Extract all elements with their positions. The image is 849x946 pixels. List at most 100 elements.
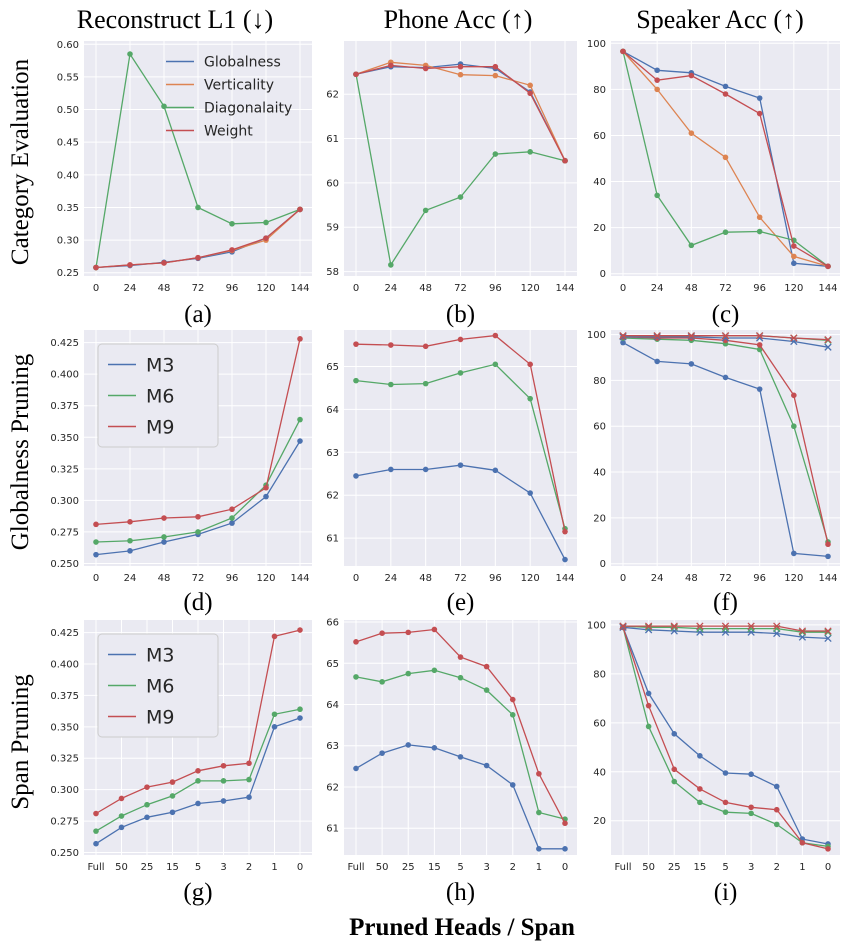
data-point: [688, 242, 695, 249]
data-point: [756, 342, 763, 348]
data-point: [825, 553, 831, 560]
series-line: [353, 667, 568, 822]
series-line: [619, 622, 832, 635]
data-point: [536, 809, 542, 816]
data-point: [722, 799, 729, 806]
y-tick-label: 100: [587, 39, 606, 50]
data-point: [127, 548, 133, 554]
data-point: [144, 784, 150, 790]
y-tick-label: 64: [326, 700, 339, 711]
x-tick-label: 3: [483, 862, 489, 873]
x-tick-label: 0: [562, 862, 568, 873]
x-tick-label: 48: [685, 573, 698, 584]
y-tick-label: 0.350: [50, 722, 79, 733]
data-point-x: [790, 334, 798, 342]
y-tick-label: 80: [593, 85, 606, 96]
data-point: [722, 809, 729, 815]
x-tick-label: 0: [353, 573, 359, 584]
data-point: [431, 626, 438, 633]
data-point: [127, 537, 133, 544]
data-point: [353, 71, 359, 78]
x-tick-label: 120: [784, 283, 803, 294]
data-point: [246, 794, 252, 800]
y-tick-label: 59: [326, 223, 339, 234]
data-point: [825, 263, 831, 270]
data-point-x: [756, 332, 764, 340]
data-point-x: [824, 335, 832, 344]
data-point: [457, 370, 464, 376]
y-tick-label: 60: [593, 422, 606, 433]
data-point: [431, 745, 438, 751]
data-point: [388, 381, 394, 388]
data-point: [353, 639, 359, 645]
data-point: [562, 820, 568, 827]
data-point: [195, 800, 201, 807]
column-title-reconstruct: Reconstruct L1 (↓): [77, 5, 273, 34]
data-point: [483, 663, 490, 670]
data-point: [229, 506, 235, 513]
data-point: [388, 342, 394, 348]
data-point: [457, 462, 464, 468]
y-tick-label: 0.325: [50, 464, 79, 475]
x-tick-label: 72: [719, 573, 732, 584]
data-point: [457, 654, 464, 660]
row-title-category-evaluation: Category Evaluation: [7, 58, 34, 265]
panel-e: 61 62 63 64 65 0 24 48 72 96 120 144 (e): [326, 330, 577, 616]
data-point: [297, 706, 303, 713]
data-point: [457, 754, 464, 760]
y-tick-label: 0.375: [50, 401, 79, 412]
x-tick-label: 24: [384, 283, 397, 294]
y-tick-label: 0.60: [57, 40, 79, 51]
y-tick-label: 0.425: [50, 338, 79, 349]
y-tick-label: 0.45: [57, 138, 79, 149]
data-point: [297, 336, 303, 342]
legend-label: Diagonalaity: [204, 101, 292, 117]
y-tick-label: 0.400: [50, 659, 79, 670]
data-point-x: [696, 622, 704, 630]
data-point: [405, 629, 412, 636]
data-point-x: [619, 332, 627, 340]
legend-box: [97, 343, 219, 448]
data-point: [722, 91, 729, 97]
data-point: [93, 264, 99, 271]
data-point: [379, 630, 385, 636]
y-tick-label: 60: [593, 718, 606, 729]
data-point-x: [670, 622, 678, 630]
data-point-x: [798, 627, 807, 635]
data-point: [93, 810, 99, 817]
data-point: [722, 229, 729, 236]
data-point: [379, 679, 385, 685]
data-point-x: [644, 623, 653, 632]
legend: Globalness Verticality Diagonalaity Weight: [166, 55, 292, 140]
row-title-span-pruning: Span Pruning: [7, 674, 34, 810]
data-point: [645, 702, 652, 709]
x-tick-label: 48: [685, 283, 698, 294]
data-point: [93, 551, 99, 558]
y-tick-label: 0.275: [50, 527, 79, 538]
series-line: [93, 706, 303, 834]
data-point: [93, 521, 99, 528]
x-tick-label: 120: [521, 573, 540, 584]
data-point: [756, 110, 763, 117]
x-tick-label: 48: [419, 573, 432, 584]
y-tick-label: 80: [593, 669, 606, 680]
x-tick-label: 5: [195, 862, 201, 873]
data-point: [620, 339, 626, 346]
panel-label: (g): [183, 879, 212, 906]
legend: M3 M6 M9: [97, 343, 219, 448]
x-tick-label: 72: [454, 573, 467, 584]
y-tick-label: 58: [326, 267, 339, 278]
y-tick-label: 63: [326, 448, 339, 459]
data-point: [353, 377, 359, 384]
legend-label: M6: [146, 675, 174, 697]
data-point: [722, 154, 729, 161]
data-point: [297, 438, 303, 444]
data-point: [688, 72, 695, 79]
data-point: [756, 386, 763, 392]
y-tick-label: 62: [326, 491, 339, 502]
data-point: [483, 762, 490, 769]
series-line: [353, 62, 568, 164]
data-point: [527, 490, 533, 496]
data-point: [620, 48, 626, 55]
y-tick-label: 40: [593, 177, 606, 188]
